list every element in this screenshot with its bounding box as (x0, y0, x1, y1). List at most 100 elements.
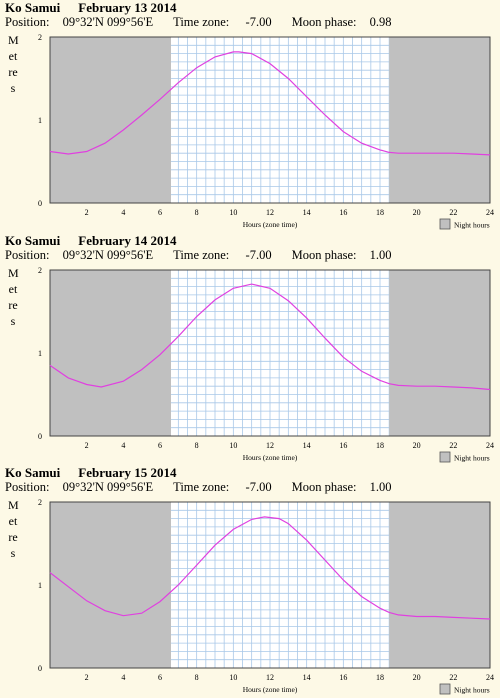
place-name: Ko Samui (5, 0, 61, 15)
x-tick-label: 16 (339, 441, 347, 450)
x-tick-label: 6 (158, 208, 162, 217)
tide-curve (49, 283, 491, 391)
date-label: February 13 2014 (78, 0, 177, 15)
moon-phase-label: Moon phase: (291, 15, 357, 29)
legend-swatch (439, 451, 451, 463)
x-tick-label: 10 (229, 208, 237, 217)
moon-phase-value: 1.00 (369, 480, 392, 494)
x-tick-label: 22 (449, 208, 457, 217)
legend-swatch (439, 683, 451, 695)
position-label: Position: (5, 480, 50, 494)
y-tick-label: 0 (38, 664, 42, 673)
tide-curve (49, 51, 491, 156)
y-tick-label: 1 (38, 581, 42, 590)
y-tick-label: 2 (38, 266, 42, 275)
x-tick-label: 10 (229, 441, 237, 450)
y-axis-label: Metres (8, 266, 19, 328)
timezone-value: -7.00 (245, 248, 272, 262)
x-tick-label: 18 (376, 673, 384, 682)
x-tick-label: 8 (195, 441, 199, 450)
position-value: 09°32'N 099°56'E (62, 248, 154, 262)
y-tick-label: 1 (38, 116, 42, 125)
info-line: Position: 09°32'N 099°56'E Time zone: -7.… (5, 480, 412, 495)
x-tick-label: 16 (339, 673, 347, 682)
date-label: February 15 2014 (78, 465, 177, 480)
plot-border (49, 36, 491, 204)
x-tick-label: 2 (85, 208, 89, 217)
panel-title: Ko Samui February 15 2014 (5, 465, 176, 481)
x-tick-label: 14 (303, 673, 311, 682)
x-tick-label: 24 (486, 208, 494, 217)
y-tick-label: 0 (38, 432, 42, 441)
position-value: 09°32'N 099°56'E (62, 15, 154, 29)
y-tick-label: 0 (38, 199, 42, 208)
panel-title: Ko Samui February 14 2014 (5, 233, 176, 249)
night-shade-overlay (50, 270, 171, 436)
night-shade-overlay (389, 37, 490, 203)
x-tick-label: 2 (85, 441, 89, 450)
x-tick-label: 4 (121, 441, 125, 450)
timezone-value: -7.00 (245, 480, 272, 494)
legend-label: Night hours (454, 221, 490, 230)
timezone-label: Time zone: (173, 15, 230, 29)
night-shade-overlay (50, 502, 171, 668)
moon-phase-label: Moon phase: (291, 248, 357, 262)
panel-title: Ko Samui February 13 2014 (5, 0, 176, 16)
place-name: Ko Samui (5, 233, 61, 248)
x-tick-label: 24 (486, 673, 494, 682)
x-axis-label: Hours (zone time) (243, 685, 298, 694)
x-tick-label: 12 (266, 441, 274, 450)
x-tick-label: 4 (121, 208, 125, 217)
x-axis-label: Hours (zone time) (243, 220, 298, 229)
tide-curve (49, 516, 491, 620)
x-tick-label: 12 (266, 208, 274, 217)
y-tick-label: 2 (38, 33, 42, 42)
place-name: Ko Samui (5, 465, 61, 480)
night-shade-overlay (389, 270, 490, 436)
x-tick-label: 8 (195, 673, 199, 682)
timezone-label: Time zone: (173, 480, 230, 494)
moon-phase-label: Moon phase: (291, 480, 357, 494)
position-label: Position: (5, 15, 50, 29)
x-tick-label: 22 (449, 673, 457, 682)
x-tick-label: 20 (413, 441, 421, 450)
x-tick-label: 18 (376, 441, 384, 450)
moon-phase-value: 1.00 (369, 248, 392, 262)
x-tick-label: 6 (158, 673, 162, 682)
night-shade-overlay (50, 37, 171, 203)
plot-border (49, 269, 491, 437)
moon-phase-value: 0.98 (369, 15, 392, 29)
timezone-value: -7.00 (245, 15, 272, 29)
x-tick-label: 2 (85, 673, 89, 682)
x-tick-label: 24 (486, 441, 494, 450)
x-tick-label: 20 (413, 673, 421, 682)
legend-swatch (439, 218, 451, 230)
x-tick-label: 6 (158, 441, 162, 450)
x-tick-label: 22 (449, 441, 457, 450)
y-axis-label: Metres (8, 33, 19, 95)
legend-label: Night hours (454, 454, 490, 463)
info-line: Position: 09°32'N 099°56'E Time zone: -7.… (5, 15, 412, 30)
x-tick-label: 14 (303, 208, 311, 217)
tide-panel-3: Ko Samui February 15 2014 Position: 09°32… (0, 465, 500, 697)
x-tick-label: 10 (229, 673, 237, 682)
date-label: February 14 2014 (78, 233, 177, 248)
x-tick-label: 4 (121, 673, 125, 682)
x-tick-label: 8 (195, 208, 199, 217)
y-tick-label: 2 (38, 498, 42, 507)
night-shade-overlay (389, 502, 490, 668)
timezone-label: Time zone: (173, 248, 230, 262)
plot-border (49, 501, 491, 669)
y-axis-label: Metres (8, 498, 19, 560)
info-line: Position: 09°32'N 099°56'E Time zone: -7.… (5, 248, 412, 263)
x-tick-label: 18 (376, 208, 384, 217)
x-axis-label: Hours (zone time) (243, 453, 298, 462)
x-tick-label: 20 (413, 208, 421, 217)
position-label: Position: (5, 248, 50, 262)
x-tick-label: 14 (303, 441, 311, 450)
y-tick-label: 1 (38, 349, 42, 358)
tide-panel-1: Ko Samui February 13 2014 Position: 09°32… (0, 0, 500, 232)
